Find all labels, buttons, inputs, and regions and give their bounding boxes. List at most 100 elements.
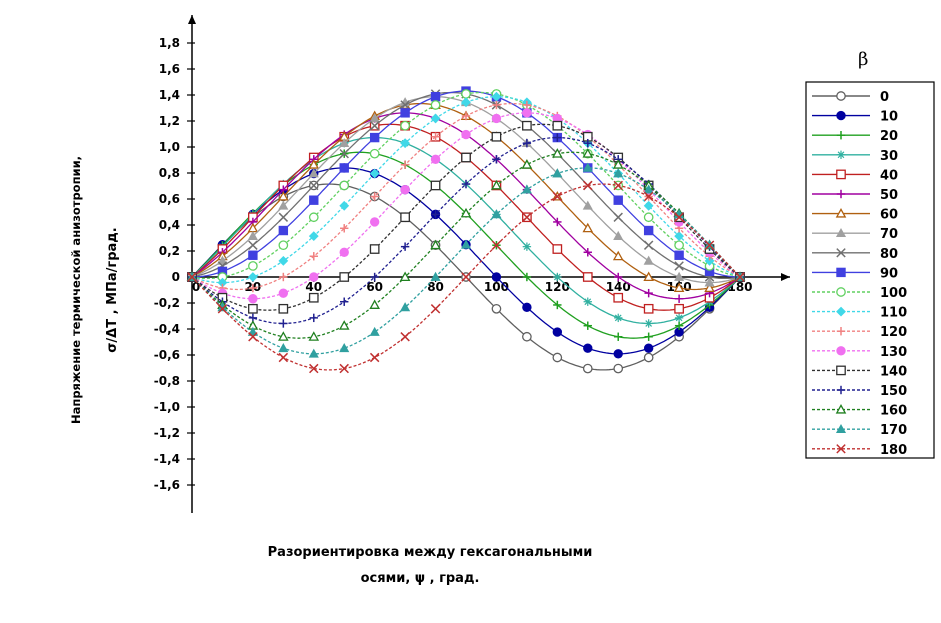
data-point <box>309 252 318 261</box>
legend-label: 50 <box>880 188 898 203</box>
legend-label: 30 <box>880 149 898 164</box>
data-point <box>522 272 532 282</box>
y-tick-label: -0,6 <box>154 348 180 362</box>
data-point <box>491 179 502 190</box>
legend-item-70: 70 <box>812 227 898 242</box>
legend-label: 180 <box>880 443 907 458</box>
data-point <box>339 137 350 148</box>
legend-item-30: 30 <box>812 149 898 164</box>
y-tick-label: 1,6 <box>159 62 180 76</box>
x-tick-label: 140 <box>606 280 631 294</box>
data-point <box>522 302 532 313</box>
data-point <box>491 131 502 142</box>
data-point <box>247 326 258 336</box>
data-point <box>552 327 563 337</box>
legend-item-100: 100 <box>812 286 907 301</box>
legend-box <box>805 81 935 459</box>
data-point <box>369 148 380 159</box>
y-tick-label: 0,6 <box>159 192 180 206</box>
series-110 <box>187 91 745 288</box>
data-point <box>369 168 380 179</box>
legend-marker <box>835 208 847 218</box>
y-tick-label: -0,2 <box>154 296 180 310</box>
data-point <box>278 352 289 363</box>
legend-label: 110 <box>880 306 907 321</box>
data-point <box>583 180 593 191</box>
legend-marker <box>836 110 846 121</box>
y-tick-label: 1,8 <box>159 36 180 50</box>
series-line-70 <box>191 96 741 284</box>
data-point <box>735 272 745 282</box>
data-point <box>674 294 684 303</box>
legend-item-160: 160 <box>812 404 907 419</box>
data-point <box>674 261 684 271</box>
data-point <box>339 200 350 211</box>
legend-marker <box>836 346 846 356</box>
data-point <box>309 313 318 323</box>
data-point <box>522 138 532 148</box>
data-point <box>553 133 562 142</box>
data-point <box>643 191 654 202</box>
data-point <box>583 138 592 148</box>
legend-label: 100 <box>880 286 907 301</box>
data-point <box>492 155 501 164</box>
data-point <box>643 212 654 223</box>
data-point <box>704 282 715 293</box>
data-point <box>522 100 532 110</box>
legend-label: 80 <box>880 247 898 262</box>
data-point <box>460 239 472 249</box>
data-point <box>613 363 624 374</box>
y-tick-label: -1,4 <box>154 452 180 466</box>
data-point <box>247 272 258 282</box>
data-point <box>582 222 594 233</box>
y-tick-label: -1,2 <box>154 426 180 440</box>
x-axis-arrow <box>781 273 790 281</box>
data-point <box>278 288 289 298</box>
legend-label: 140 <box>880 364 907 379</box>
data-point <box>674 240 684 251</box>
data-point <box>369 244 380 254</box>
legend-marker <box>836 306 846 317</box>
data-point <box>552 148 563 158</box>
data-point <box>612 159 624 169</box>
data-point <box>613 349 623 359</box>
legend-label: 60 <box>880 208 898 223</box>
data-point <box>400 332 410 342</box>
data-point <box>430 100 441 110</box>
data-point <box>430 304 441 314</box>
data-point <box>582 200 593 210</box>
data-point <box>248 240 258 250</box>
data-point <box>613 292 624 303</box>
legend-label: 20 <box>880 129 898 144</box>
data-point <box>613 195 623 205</box>
y-tick-label: 0 <box>172 270 180 284</box>
data-point <box>644 319 653 328</box>
data-point <box>430 239 441 250</box>
series-line-10 <box>191 167 741 355</box>
data-point <box>521 159 533 169</box>
data-point <box>461 179 471 189</box>
data-point <box>400 184 410 195</box>
data-point <box>552 244 563 254</box>
data-point <box>430 113 441 124</box>
data-point <box>613 212 623 222</box>
y-tick-label: 0,8 <box>159 166 180 180</box>
y-tick-label: -1,6 <box>154 478 180 492</box>
legend-item-110: 110 <box>812 306 907 321</box>
x-axis-label-line1: Разориентировка между гексагональными <box>268 545 593 560</box>
data-point <box>521 184 532 194</box>
y-tick-label: -1,0 <box>154 400 180 414</box>
data-point <box>431 210 440 219</box>
series-170 <box>186 162 746 358</box>
legend-marker <box>836 385 846 395</box>
data-point <box>583 321 592 330</box>
legend-label: 90 <box>880 266 898 281</box>
data-point <box>643 255 654 265</box>
data-point <box>187 272 197 282</box>
data-point <box>674 250 684 260</box>
y-tick-label: -0,8 <box>154 374 180 388</box>
data-point <box>400 212 410 223</box>
legend-marker <box>836 91 846 101</box>
data-point <box>400 108 410 118</box>
legend-item-0: 0 <box>812 90 889 105</box>
